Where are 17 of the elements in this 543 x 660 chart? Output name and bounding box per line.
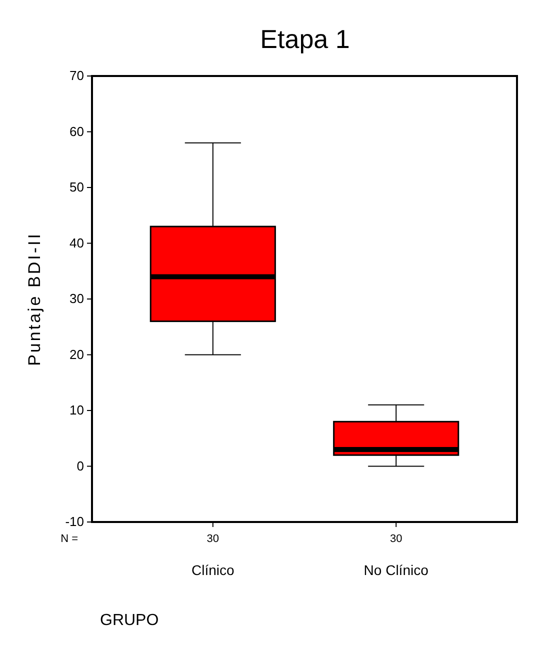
x-tick-label: No Clínico <box>364 562 429 578</box>
y-tick-label: 10 <box>70 402 84 418</box>
y-tick-label: 30 <box>70 291 84 306</box>
y-tick-label: 20 <box>70 346 84 362</box>
y-tick-label: 0 <box>76 458 84 474</box>
annotation: 30 <box>390 533 402 545</box>
y-tick-label: 60 <box>70 124 84 139</box>
text: N = <box>60 533 78 545</box>
y-tick-label: -10 <box>65 514 84 530</box>
y-tick-label: 70 <box>70 68 84 84</box>
y-tick-label: 40 <box>70 235 84 250</box>
y-axis-title: Puntaje BDI-II <box>25 232 44 366</box>
x-axis-title: GRUPO <box>100 612 159 629</box>
annotation: 30 <box>206 533 220 545</box>
chart-title: Etapa 1 <box>260 24 350 54</box>
y-tick-label: 50 <box>70 180 84 195</box>
x-tick-label: Clínico <box>192 562 235 578</box>
